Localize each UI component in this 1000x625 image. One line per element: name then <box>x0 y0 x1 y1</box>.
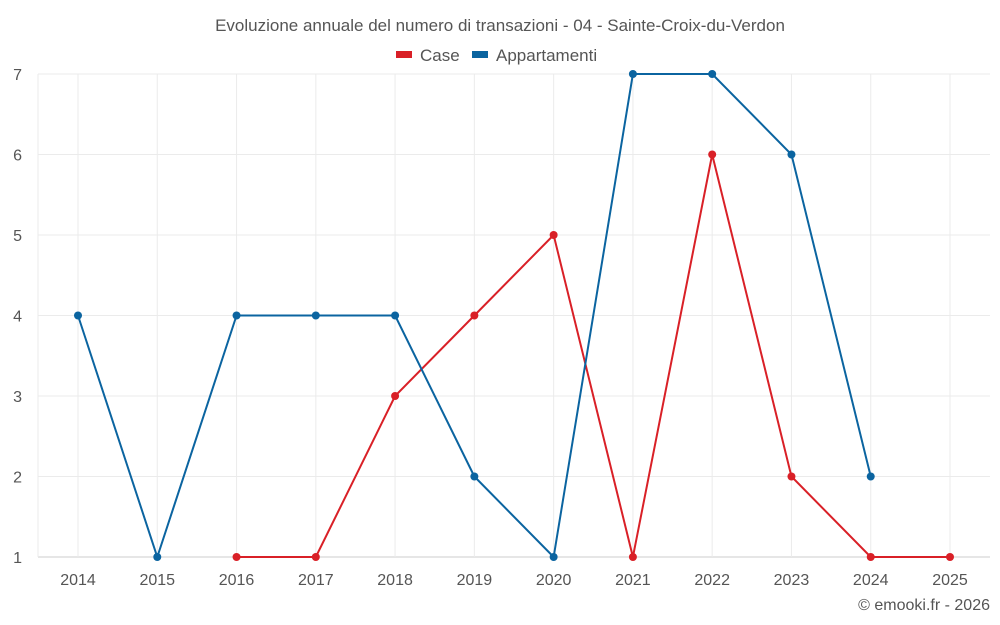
data-point[interactable] <box>946 553 954 561</box>
data-point[interactable] <box>866 553 875 561</box>
data-point[interactable] <box>232 311 241 320</box>
x-tick-label: 2019 <box>457 572 493 589</box>
data-point[interactable] <box>232 553 241 561</box>
data-point[interactable] <box>470 311 479 320</box>
data-point[interactable] <box>391 311 400 320</box>
y-tick-label: 4 <box>13 309 22 326</box>
data-point[interactable] <box>628 70 637 78</box>
y-tick-label: 6 <box>13 148 22 165</box>
x-tick-label: 2018 <box>377 572 413 589</box>
x-tick-label: 2014 <box>60 572 96 589</box>
series-case <box>232 150 954 561</box>
y-tick-label: 7 <box>13 67 22 84</box>
data-point[interactable] <box>866 472 875 481</box>
x-tick-label: 2016 <box>219 572 255 589</box>
data-point[interactable] <box>628 553 637 561</box>
legend-swatch <box>396 51 412 58</box>
data-point[interactable] <box>787 150 796 159</box>
x-tick-label: 2015 <box>139 572 175 589</box>
data-point[interactable] <box>708 150 717 159</box>
x-tick-label: 2021 <box>615 572 651 589</box>
x-tick-label: 2017 <box>298 572 334 589</box>
legend-swatch <box>472 51 488 58</box>
data-point[interactable] <box>311 553 320 561</box>
data-point[interactable] <box>311 311 320 320</box>
axes: 1 2 3 4 5 6 7 2014 2015 2016 2017 2018 2019 2020 2021 2… <box>13 67 968 589</box>
series-appartamenti <box>74 70 875 561</box>
series-line <box>236 154 950 558</box>
legend-label[interactable]: Case <box>420 46 460 65</box>
data-point[interactable] <box>153 553 162 561</box>
legend: Case Appartamenti <box>396 46 597 65</box>
y-tick-label: 5 <box>13 228 22 245</box>
data-point[interactable] <box>470 472 479 481</box>
x-tick-label: 2023 <box>774 572 810 589</box>
legend-label[interactable]: Appartamenti <box>496 46 597 65</box>
series-group <box>74 70 954 561</box>
data-point[interactable] <box>391 392 400 400</box>
x-tick-label: 2022 <box>694 572 730 589</box>
y-tick-label: 3 <box>13 389 22 406</box>
data-point[interactable] <box>549 553 558 561</box>
data-point[interactable] <box>708 70 717 78</box>
y-tick-label: 1 <box>13 550 22 567</box>
x-tick-label: 2025 <box>932 572 968 589</box>
x-tick-label: 2020 <box>536 572 572 589</box>
data-point[interactable] <box>74 311 82 320</box>
credit-text: © emooki.fr - 2026 <box>858 597 990 614</box>
y-tick-label: 2 <box>13 470 22 487</box>
data-point[interactable] <box>549 231 558 239</box>
x-tick-label: 2024 <box>853 572 889 589</box>
data-point[interactable] <box>787 472 796 481</box>
chart-title: Evoluzione annuale del numero di transaz… <box>215 16 785 35</box>
